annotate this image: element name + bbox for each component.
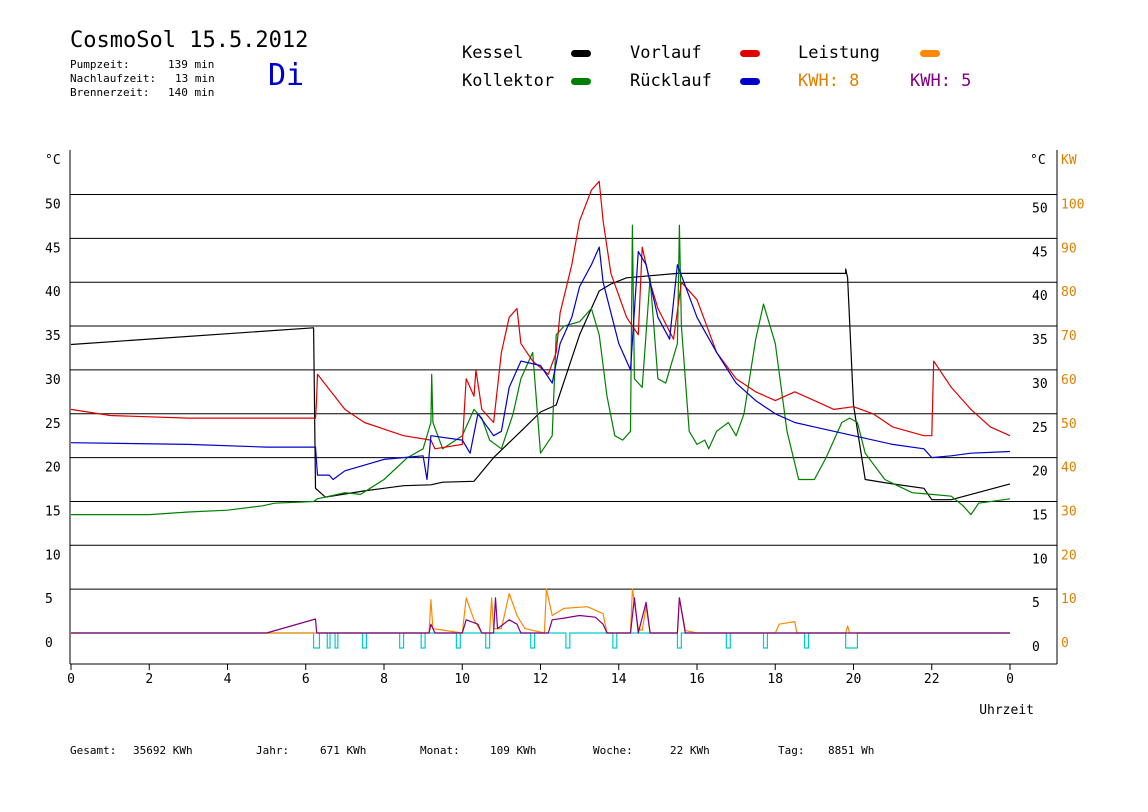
footer-jahr-label: Jahr: [256, 744, 290, 757]
y-tick-label-right: 20 [1032, 465, 1048, 480]
legend-kollektor-label: Kollektor [462, 71, 555, 91]
y-tick-label-right: 15 [1032, 508, 1048, 523]
legend-ruecklauf-swatch [740, 78, 760, 85]
series-line-kessel [70, 268, 1011, 501]
footer-jahr-value: 671 KWh [320, 744, 367, 757]
y-tick-label-left: 30 [45, 373, 61, 388]
burner-time-value: 140 min [168, 86, 215, 99]
legend-kollektor-swatch [571, 78, 591, 85]
x-tick-label: 22 [924, 672, 940, 687]
y-tick-label-right: 45 [1032, 245, 1048, 260]
y-tick-label-left: 25 [45, 417, 61, 432]
x-tick-label: 14 [611, 672, 627, 687]
y-tick-label-left: 50 [45, 198, 61, 213]
footer-monat-label: Monat: [420, 744, 460, 757]
chart-title: CosmoSol 15.5.2012 [70, 28, 309, 53]
footer-woche-value: 22 KWh [670, 744, 710, 757]
footer-gesamt-label: Gesamt: [70, 744, 117, 757]
y-tick-label-left: 10 [45, 548, 61, 563]
y-axis-unit-left: °C [45, 153, 61, 168]
weekday-label: Di [268, 58, 305, 93]
y-tick-label-right: 30 [1032, 377, 1048, 392]
legend-kwh-total-2: KWH: 5 [910, 71, 972, 91]
y-axis-unit-right: °C [1030, 153, 1046, 168]
series-line-ruecklauf [70, 246, 1011, 481]
legend-leistung-swatch [920, 50, 940, 57]
series-line-leistung [71, 588, 1010, 634]
pump-time-label: Pumpzeit: [70, 58, 130, 71]
legend-kessel-label: Kessel [462, 43, 524, 63]
x-tick-label: 20 [846, 672, 862, 687]
y-tick-label-left: 35 [45, 329, 61, 344]
x-tick-label: 0 [67, 672, 75, 687]
y-tick-label-right: 50 [1032, 202, 1048, 217]
series-line-kwh2 [71, 597, 1010, 634]
y-tick-label-right: 40 [1032, 289, 1048, 304]
y-tick-label-kw: 50 [1061, 417, 1077, 432]
y-tick-label-left: 0 [45, 636, 53, 651]
run-time-label: Nachlaufzeit: [70, 72, 157, 85]
y-tick-label-kw: 30 [1061, 504, 1077, 519]
series-line-kollektor [71, 224, 1011, 516]
pump-series-line [71, 632, 1010, 649]
x-axis-label: Uhrzeit [979, 703, 1034, 718]
x-tick-label: 18 [767, 672, 783, 687]
y-tick-label-kw: 60 [1061, 373, 1077, 388]
footer-tag-label: Tag: [778, 744, 805, 757]
y-tick-label-kw: 40 [1061, 461, 1077, 476]
series-line-vorlauf [70, 180, 1011, 450]
y-tick-label-left: 45 [45, 241, 61, 256]
footer-woche-label: Woche: [593, 744, 633, 757]
x-tick-label: 2 [145, 672, 153, 687]
y-tick-label-kw: 90 [1061, 241, 1077, 256]
y-tick-label-left: 15 [45, 504, 61, 519]
y-tick-label-left: 5 [45, 592, 53, 607]
y-tick-label-kw: 20 [1061, 548, 1077, 563]
y-tick-label-right: 10 [1032, 552, 1048, 567]
y-tick-label-kw: 10 [1061, 592, 1077, 607]
y-tick-label-left: 20 [45, 461, 61, 476]
x-tick-label: 10 [454, 672, 470, 687]
footer-monat-value: 109 KWh [490, 744, 537, 757]
footer-tag-value: 8851 Wh [828, 744, 875, 757]
y-tick-label-kw: 100 [1061, 198, 1084, 213]
x-tick-label: 0 [1006, 672, 1014, 687]
footer-gesamt-value: 35692 KWh [133, 744, 193, 757]
burner-time-label: Brennerzeit: [70, 86, 150, 99]
pump-time-value: 139 min [168, 58, 215, 71]
y-tick-label-kw: 80 [1061, 285, 1077, 300]
legend-vorlauf-swatch [740, 50, 760, 57]
x-tick-label: 6 [302, 672, 310, 687]
legend-vorlauf-label: Vorlauf [630, 43, 702, 63]
legend-kwh-total-1: KWH: 8 [798, 71, 860, 91]
x-tick-label: 4 [224, 672, 232, 687]
legend-leistung-label: Leistung [798, 43, 880, 63]
run-time-value: 13 min [175, 72, 215, 85]
y-tick-label-kw: 70 [1061, 329, 1077, 344]
y-axis-unit-kw: KW [1061, 153, 1077, 168]
legend-kessel-swatch [571, 50, 591, 57]
y-tick-label-right: 25 [1032, 421, 1048, 436]
y-tick-label-right: 0 [1032, 640, 1040, 655]
y-tick-label-right: 5 [1032, 596, 1040, 611]
y-tick-label-kw: 0 [1061, 636, 1069, 651]
x-tick-label: 12 [533, 672, 549, 687]
legend-ruecklauf-label: Rücklauf [630, 71, 712, 91]
x-tick-label: 8 [380, 672, 388, 687]
y-tick-label-right: 35 [1032, 333, 1048, 348]
y-tick-label-left: 40 [45, 285, 61, 300]
x-tick-label: 16 [689, 672, 705, 687]
